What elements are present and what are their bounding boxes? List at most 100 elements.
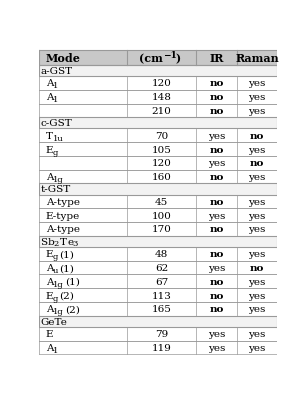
Text: yes: yes [248,225,265,234]
Text: no: no [209,93,224,102]
Bar [38,170,277,184]
Bar [38,209,277,223]
Text: 120: 120 [152,79,171,88]
Text: no: no [209,145,224,154]
Text: 70: 70 [155,132,168,140]
Bar [38,195,277,209]
Text: S: S [40,237,47,246]
Text: no: no [209,291,224,300]
Text: 165: 165 [152,304,171,314]
Bar [38,247,277,261]
Text: E: E [46,329,53,338]
Text: u: u [53,266,59,274]
Text: yes: yes [248,79,265,88]
Text: yes: yes [208,211,225,220]
Text: no: no [209,197,224,207]
Text: E: E [46,145,53,154]
Text: (2): (2) [59,291,74,300]
Text: 120: 120 [152,159,171,168]
Text: 1g: 1g [53,176,64,184]
Text: T: T [59,237,67,246]
Text: yes: yes [248,329,265,338]
Bar [38,51,277,66]
Text: −1: −1 [163,51,177,60]
Text: T: T [46,132,53,140]
Text: yes: yes [208,343,225,352]
Text: Raman: Raman [235,53,279,64]
Text: yes: yes [248,304,265,314]
Text: 148: 148 [152,93,171,102]
Text: yes: yes [248,250,265,259]
Bar [38,341,277,354]
Text: E: E [46,291,53,300]
Text: a-GST: a-GST [40,67,73,76]
Bar [38,236,277,247]
Bar [38,129,277,143]
Text: IR: IR [209,53,224,64]
Text: A: A [46,277,53,286]
Text: 1: 1 [53,96,59,104]
Text: 1: 1 [53,346,59,354]
Text: 1u: 1u [53,134,64,142]
Text: 210: 210 [152,107,171,115]
Text: 119: 119 [152,343,171,352]
Text: yes: yes [248,291,265,300]
Text: yes: yes [208,159,225,168]
Text: no: no [209,79,224,88]
Text: A-type: A-type [46,197,79,207]
Text: yes: yes [248,343,265,352]
Text: 45: 45 [155,197,168,207]
Text: E: E [46,250,53,259]
Text: yes: yes [248,277,265,286]
Text: A: A [46,304,53,314]
Text: yes: yes [248,145,265,154]
Text: A: A [46,263,53,272]
Text: (1): (1) [65,277,80,286]
Text: 170: 170 [152,225,171,234]
Text: yes: yes [208,263,225,272]
Text: no: no [250,263,264,272]
Text: A: A [46,343,53,352]
Text: c-GST: c-GST [40,119,72,128]
Bar [38,156,277,170]
Text: A: A [46,93,53,102]
Text: (1): (1) [59,263,74,272]
Text: no: no [209,172,224,182]
Text: yes: yes [208,132,225,140]
Text: 113: 113 [152,291,171,300]
Text: e: e [67,237,73,246]
Text: ): ) [176,53,181,64]
Text: GeTe: GeTe [40,317,67,326]
Text: 105: 105 [152,145,171,154]
Text: (cm: (cm [139,53,163,64]
Bar [38,184,277,195]
Bar [38,223,277,236]
Text: A-type: A-type [46,225,79,234]
Bar [38,302,277,316]
Text: no: no [209,304,224,314]
Text: E-type: E-type [46,211,80,220]
Text: 67: 67 [155,277,168,286]
Text: (2): (2) [65,304,80,314]
Text: yes: yes [208,329,225,338]
Text: 100: 100 [152,211,171,220]
Bar [38,77,277,91]
Text: no: no [250,159,264,168]
Text: Mode: Mode [46,53,80,64]
Text: A: A [46,79,53,88]
Text: 62: 62 [155,263,168,272]
Bar [38,143,277,156]
Bar [38,91,277,104]
Text: yes: yes [248,172,265,182]
Text: yes: yes [248,107,265,115]
Text: no: no [209,277,224,286]
Text: yes: yes [248,211,265,220]
Text: no: no [209,250,224,259]
Text: 48: 48 [155,250,168,259]
Text: 1: 1 [53,82,59,90]
Text: yes: yes [248,197,265,207]
Text: no: no [209,107,224,115]
Text: 1g: 1g [53,308,64,316]
Text: g: g [53,294,59,302]
Text: g: g [53,148,59,156]
